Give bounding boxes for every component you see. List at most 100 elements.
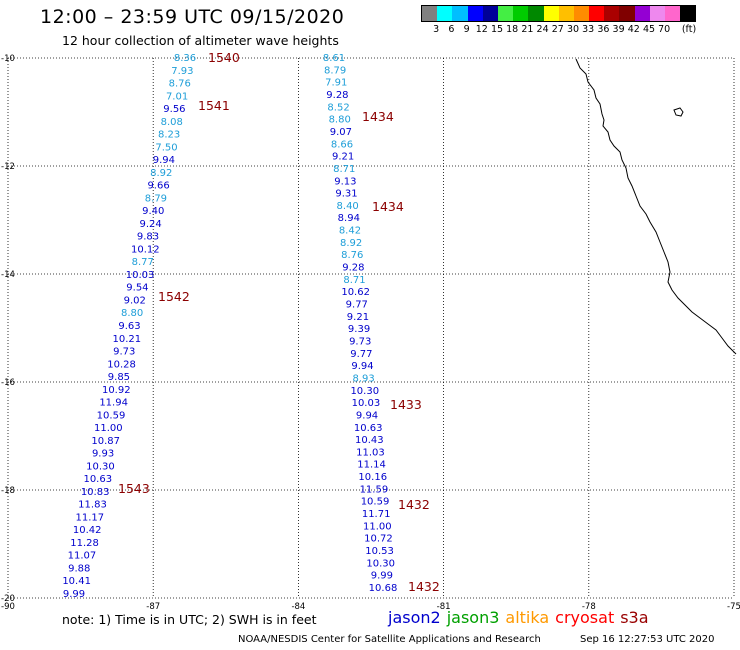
legend-label: 27 bbox=[551, 24, 564, 35]
satellite-legend: jason2 jason3 altika cryosat s3a bbox=[388, 608, 655, 627]
coastline bbox=[575, 58, 737, 355]
swh-value-east: 9.39 bbox=[348, 324, 370, 335]
swh-value-west: 9.24 bbox=[140, 219, 162, 230]
swh-value-west: 11.00 bbox=[94, 423, 123, 434]
swh-value-west: 9.85 bbox=[108, 372, 130, 383]
swh-value-west: 10.21 bbox=[113, 334, 142, 345]
swh-value-east: 10.03 bbox=[352, 398, 381, 409]
legend-swatch-5 bbox=[497, 6, 514, 21]
swh-value-east: 11.00 bbox=[363, 521, 392, 532]
swh-labels: 8.367.938.767.019.568.088.237.509.948.92… bbox=[62, 53, 397, 600]
pass-time-label: 1540 bbox=[208, 50, 240, 65]
legend-swatch-7 bbox=[528, 6, 544, 21]
swh-value-east: 10.63 bbox=[354, 423, 383, 434]
swh-value-west: 9.66 bbox=[147, 181, 169, 192]
swh-value-west: 10.41 bbox=[62, 576, 91, 587]
swh-value-west: 9.88 bbox=[68, 563, 90, 574]
swh-value-east: 10.59 bbox=[361, 497, 390, 508]
legend-label: 30 bbox=[566, 24, 580, 35]
legend-label: 36 bbox=[597, 24, 610, 35]
swh-value-west: 8.77 bbox=[132, 257, 154, 268]
pass-time-label: 1433 bbox=[390, 397, 422, 412]
color-scale-legend: 3 6 9 12 15 18 21 24 27 30 33 36 39 42 45 70 (ft) bbox=[421, 5, 697, 36]
swh-value-west: 10.87 bbox=[91, 436, 120, 447]
swh-value-west: 9.40 bbox=[142, 206, 164, 217]
swh-value-west: 9.02 bbox=[124, 295, 146, 306]
swh-value-east: 8.42 bbox=[339, 226, 361, 237]
swh-value-west: 10.12 bbox=[131, 244, 160, 255]
swh-value-west: 7.93 bbox=[171, 66, 193, 77]
legend-swatch-3 bbox=[467, 6, 483, 21]
swh-value-west: 10.92 bbox=[102, 385, 131, 396]
swh-value-west: 8.23 bbox=[158, 130, 180, 141]
swh-value-east: 11.71 bbox=[362, 509, 391, 520]
legend-label: 21 bbox=[521, 24, 534, 35]
swh-value-west: 8.76 bbox=[169, 79, 191, 90]
swh-value-east: 10.72 bbox=[364, 534, 393, 545]
pass-time-label: 1542 bbox=[158, 289, 190, 304]
lat-tick-label: -20 bbox=[1, 594, 15, 604]
legend-swatch-8 bbox=[543, 6, 559, 21]
swh-value-east: 9.21 bbox=[347, 312, 369, 323]
swh-value-east: 10.30 bbox=[366, 558, 395, 569]
credit-text: NOAA/NESDIS Center for Satellite Applica… bbox=[238, 634, 541, 645]
swh-value-west: 10.28 bbox=[107, 359, 136, 370]
legend-label: 24 bbox=[536, 24, 549, 35]
lon-tick-label: -78 bbox=[582, 602, 596, 610]
swh-value-east: 8.93 bbox=[352, 373, 374, 384]
swh-value-west: 10.30 bbox=[86, 461, 115, 472]
swh-value-west: 10.42 bbox=[73, 525, 102, 536]
swh-value-east: 8.40 bbox=[337, 201, 359, 212]
lon-tick-label: -84 bbox=[291, 602, 305, 610]
legend-label: 70 bbox=[658, 24, 671, 35]
legend-swatch-1 bbox=[437, 6, 453, 21]
color-scale-swatches bbox=[421, 5, 697, 22]
swh-value-west: 8.36 bbox=[174, 53, 196, 64]
lat-tick-label: -12 bbox=[1, 162, 15, 172]
swh-value-west: 8.92 bbox=[150, 168, 172, 179]
legend-label: 39 bbox=[612, 24, 625, 35]
legend-swatch-11 bbox=[589, 6, 605, 21]
swh-value-east: 8.92 bbox=[340, 238, 362, 249]
legend-swatch-10 bbox=[573, 6, 590, 21]
swh-value-east: 10.68 bbox=[369, 583, 398, 594]
swh-value-east: 9.31 bbox=[335, 189, 357, 200]
swh-value-west: 10.03 bbox=[126, 270, 155, 281]
lat-tick-label: -10 bbox=[1, 54, 15, 64]
legend-label: 18 bbox=[506, 24, 519, 35]
pass-time-label: 1541 bbox=[198, 98, 230, 113]
swh-value-east: 9.94 bbox=[351, 361, 373, 372]
swh-value-east: 7.91 bbox=[325, 78, 347, 89]
satellite-s3a: s3a bbox=[620, 608, 649, 627]
legend-label: 42 bbox=[627, 24, 640, 35]
swh-value-east: 10.30 bbox=[350, 386, 379, 397]
legend-label: 33 bbox=[582, 24, 595, 35]
wave-height-map: -90 -87 -84 -81 -78 -75 -10 -12 -14 -16 -18 -20 8.3… bbox=[1, 50, 740, 610]
legend-swatch-14 bbox=[634, 6, 650, 21]
swh-value-west: 7.50 bbox=[155, 142, 177, 153]
satellite-jason2: jason2 bbox=[388, 608, 441, 627]
lon-tick-label: -81 bbox=[437, 602, 451, 610]
swh-value-east: 9.21 bbox=[332, 152, 354, 163]
swh-value-west: 9.93 bbox=[92, 449, 114, 460]
swh-value-east: 8.71 bbox=[343, 275, 365, 286]
swh-value-east: 9.77 bbox=[346, 300, 368, 311]
swh-value-east: 9.77 bbox=[350, 349, 372, 360]
swh-value-east: 11.59 bbox=[360, 484, 389, 495]
satellite-jason3: jason3 bbox=[446, 608, 500, 627]
color-scale-labels: 3 6 9 12 15 18 21 24 27 30 33 36 39 42 45 70 (ft) bbox=[421, 24, 696, 36]
legend-swatch-4 bbox=[482, 6, 498, 21]
swh-value-west: 11.83 bbox=[78, 500, 107, 511]
swh-value-west: 8.79 bbox=[145, 193, 167, 204]
swh-value-east: 10.62 bbox=[341, 287, 370, 298]
lon-tick-label: -87 bbox=[146, 602, 160, 610]
satellite-altika: altika bbox=[505, 608, 550, 627]
legend-swatch-9 bbox=[558, 6, 574, 21]
swh-value-west: 10.59 bbox=[97, 410, 126, 421]
swh-value-east: 8.66 bbox=[331, 139, 353, 150]
swh-value-west: 9.83 bbox=[137, 232, 159, 243]
island-shape bbox=[673, 107, 684, 117]
swh-value-west: 10.63 bbox=[83, 474, 112, 485]
swh-value-west: 9.99 bbox=[63, 589, 85, 600]
satellite-cryosat: cryosat bbox=[555, 608, 615, 627]
